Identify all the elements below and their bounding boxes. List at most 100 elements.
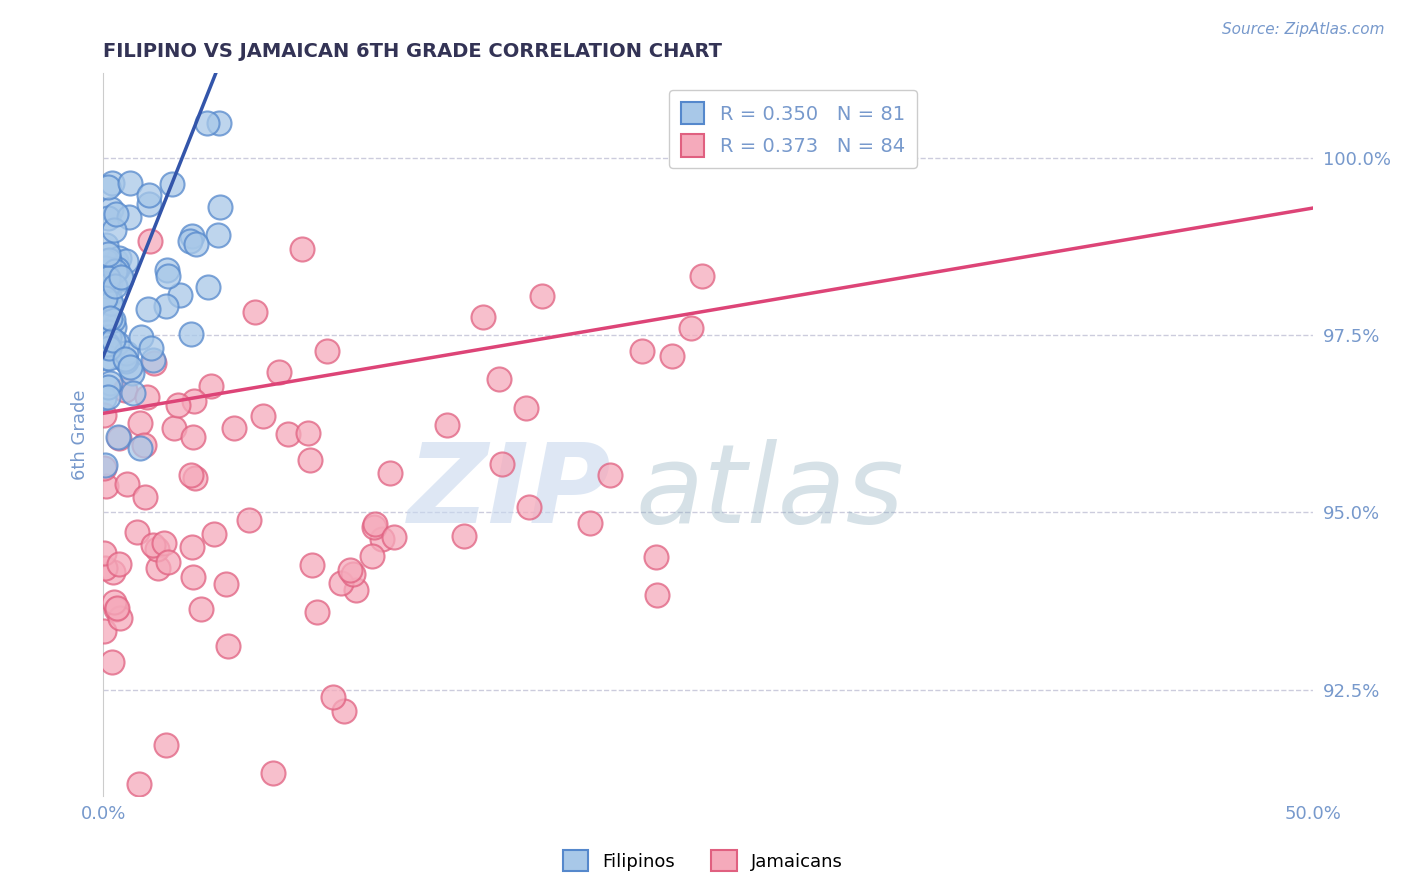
Point <box>599 467 621 482</box>
Point <box>238 513 260 527</box>
Point <box>291 242 314 256</box>
Point <box>94 478 117 492</box>
Point <box>97 259 120 273</box>
Point <box>578 516 600 531</box>
Point <box>93 339 115 353</box>
Point <box>103 319 125 334</box>
Point <box>162 178 184 192</box>
Point <box>155 299 177 313</box>
Point <box>181 430 204 444</box>
Point <box>107 430 129 444</box>
Point <box>155 738 177 752</box>
Point <box>115 354 138 368</box>
Point <box>94 561 117 575</box>
Point <box>142 538 165 552</box>
Point <box>100 296 122 310</box>
Point <box>108 611 131 625</box>
Point <box>93 391 115 405</box>
Legend: R = 0.350   N = 81, R = 0.373   N = 84: R = 0.350 N = 81, R = 0.373 N = 84 <box>669 90 917 169</box>
Text: FILIPINO VS JAMAICAN 6TH GRADE CORRELATION CHART: FILIPINO VS JAMAICAN 6TH GRADE CORRELATI… <box>103 42 723 61</box>
Point <box>96 279 118 293</box>
Point <box>645 588 668 602</box>
Point <box>332 704 354 718</box>
Point <box>322 690 344 705</box>
Point <box>104 254 127 268</box>
Point <box>94 340 117 354</box>
Point <box>103 313 125 327</box>
Point <box>344 583 367 598</box>
Point <box>104 279 127 293</box>
Point <box>138 197 160 211</box>
Point <box>157 268 180 283</box>
Point <box>305 605 328 619</box>
Point <box>107 431 129 445</box>
Point <box>297 426 319 441</box>
Point <box>329 575 352 590</box>
Point <box>129 441 152 455</box>
Point <box>180 467 202 482</box>
Point <box>134 438 156 452</box>
Point <box>98 277 121 292</box>
Point <box>100 263 122 277</box>
Legend: Filipinos, Jamaicans: Filipinos, Jamaicans <box>555 843 851 879</box>
Point <box>363 519 385 533</box>
Point <box>97 390 120 404</box>
Point <box>93 408 115 422</box>
Point <box>96 336 118 351</box>
Point <box>93 314 115 328</box>
Point <box>98 376 121 390</box>
Point <box>114 352 136 367</box>
Point <box>197 280 219 294</box>
Point <box>96 237 118 252</box>
Point <box>129 330 152 344</box>
Point <box>97 270 120 285</box>
Point <box>105 262 128 277</box>
Point <box>122 386 145 401</box>
Point <box>97 180 120 194</box>
Point <box>195 116 218 130</box>
Text: atlas: atlas <box>636 439 904 546</box>
Point <box>181 540 204 554</box>
Point <box>93 461 115 475</box>
Point <box>491 458 513 472</box>
Point <box>222 421 245 435</box>
Point <box>378 466 401 480</box>
Point <box>252 409 274 423</box>
Point <box>98 252 121 267</box>
Point <box>183 470 205 484</box>
Point <box>661 349 683 363</box>
Point <box>138 188 160 202</box>
Point <box>93 458 115 473</box>
Point <box>167 398 190 412</box>
Point <box>94 253 117 268</box>
Point <box>202 527 225 541</box>
Point <box>209 200 232 214</box>
Point <box>472 310 495 325</box>
Point <box>488 372 510 386</box>
Point <box>108 557 131 571</box>
Point <box>97 341 120 355</box>
Point <box>180 327 202 342</box>
Point <box>690 269 713 284</box>
Point <box>277 427 299 442</box>
Point <box>94 260 117 275</box>
Point <box>644 549 666 564</box>
Point <box>243 305 266 319</box>
Point <box>530 289 553 303</box>
Point <box>184 237 207 252</box>
Point <box>94 291 117 305</box>
Point <box>153 536 176 550</box>
Text: Source: ZipAtlas.com: Source: ZipAtlas.com <box>1222 22 1385 37</box>
Point <box>105 207 128 221</box>
Point <box>97 246 120 260</box>
Point <box>136 301 159 316</box>
Point <box>179 234 201 248</box>
Point <box>101 334 124 348</box>
Point <box>93 290 115 304</box>
Point <box>146 561 169 575</box>
Point <box>118 210 141 224</box>
Point <box>339 563 361 577</box>
Point <box>262 766 284 780</box>
Point <box>103 222 125 236</box>
Point <box>214 577 236 591</box>
